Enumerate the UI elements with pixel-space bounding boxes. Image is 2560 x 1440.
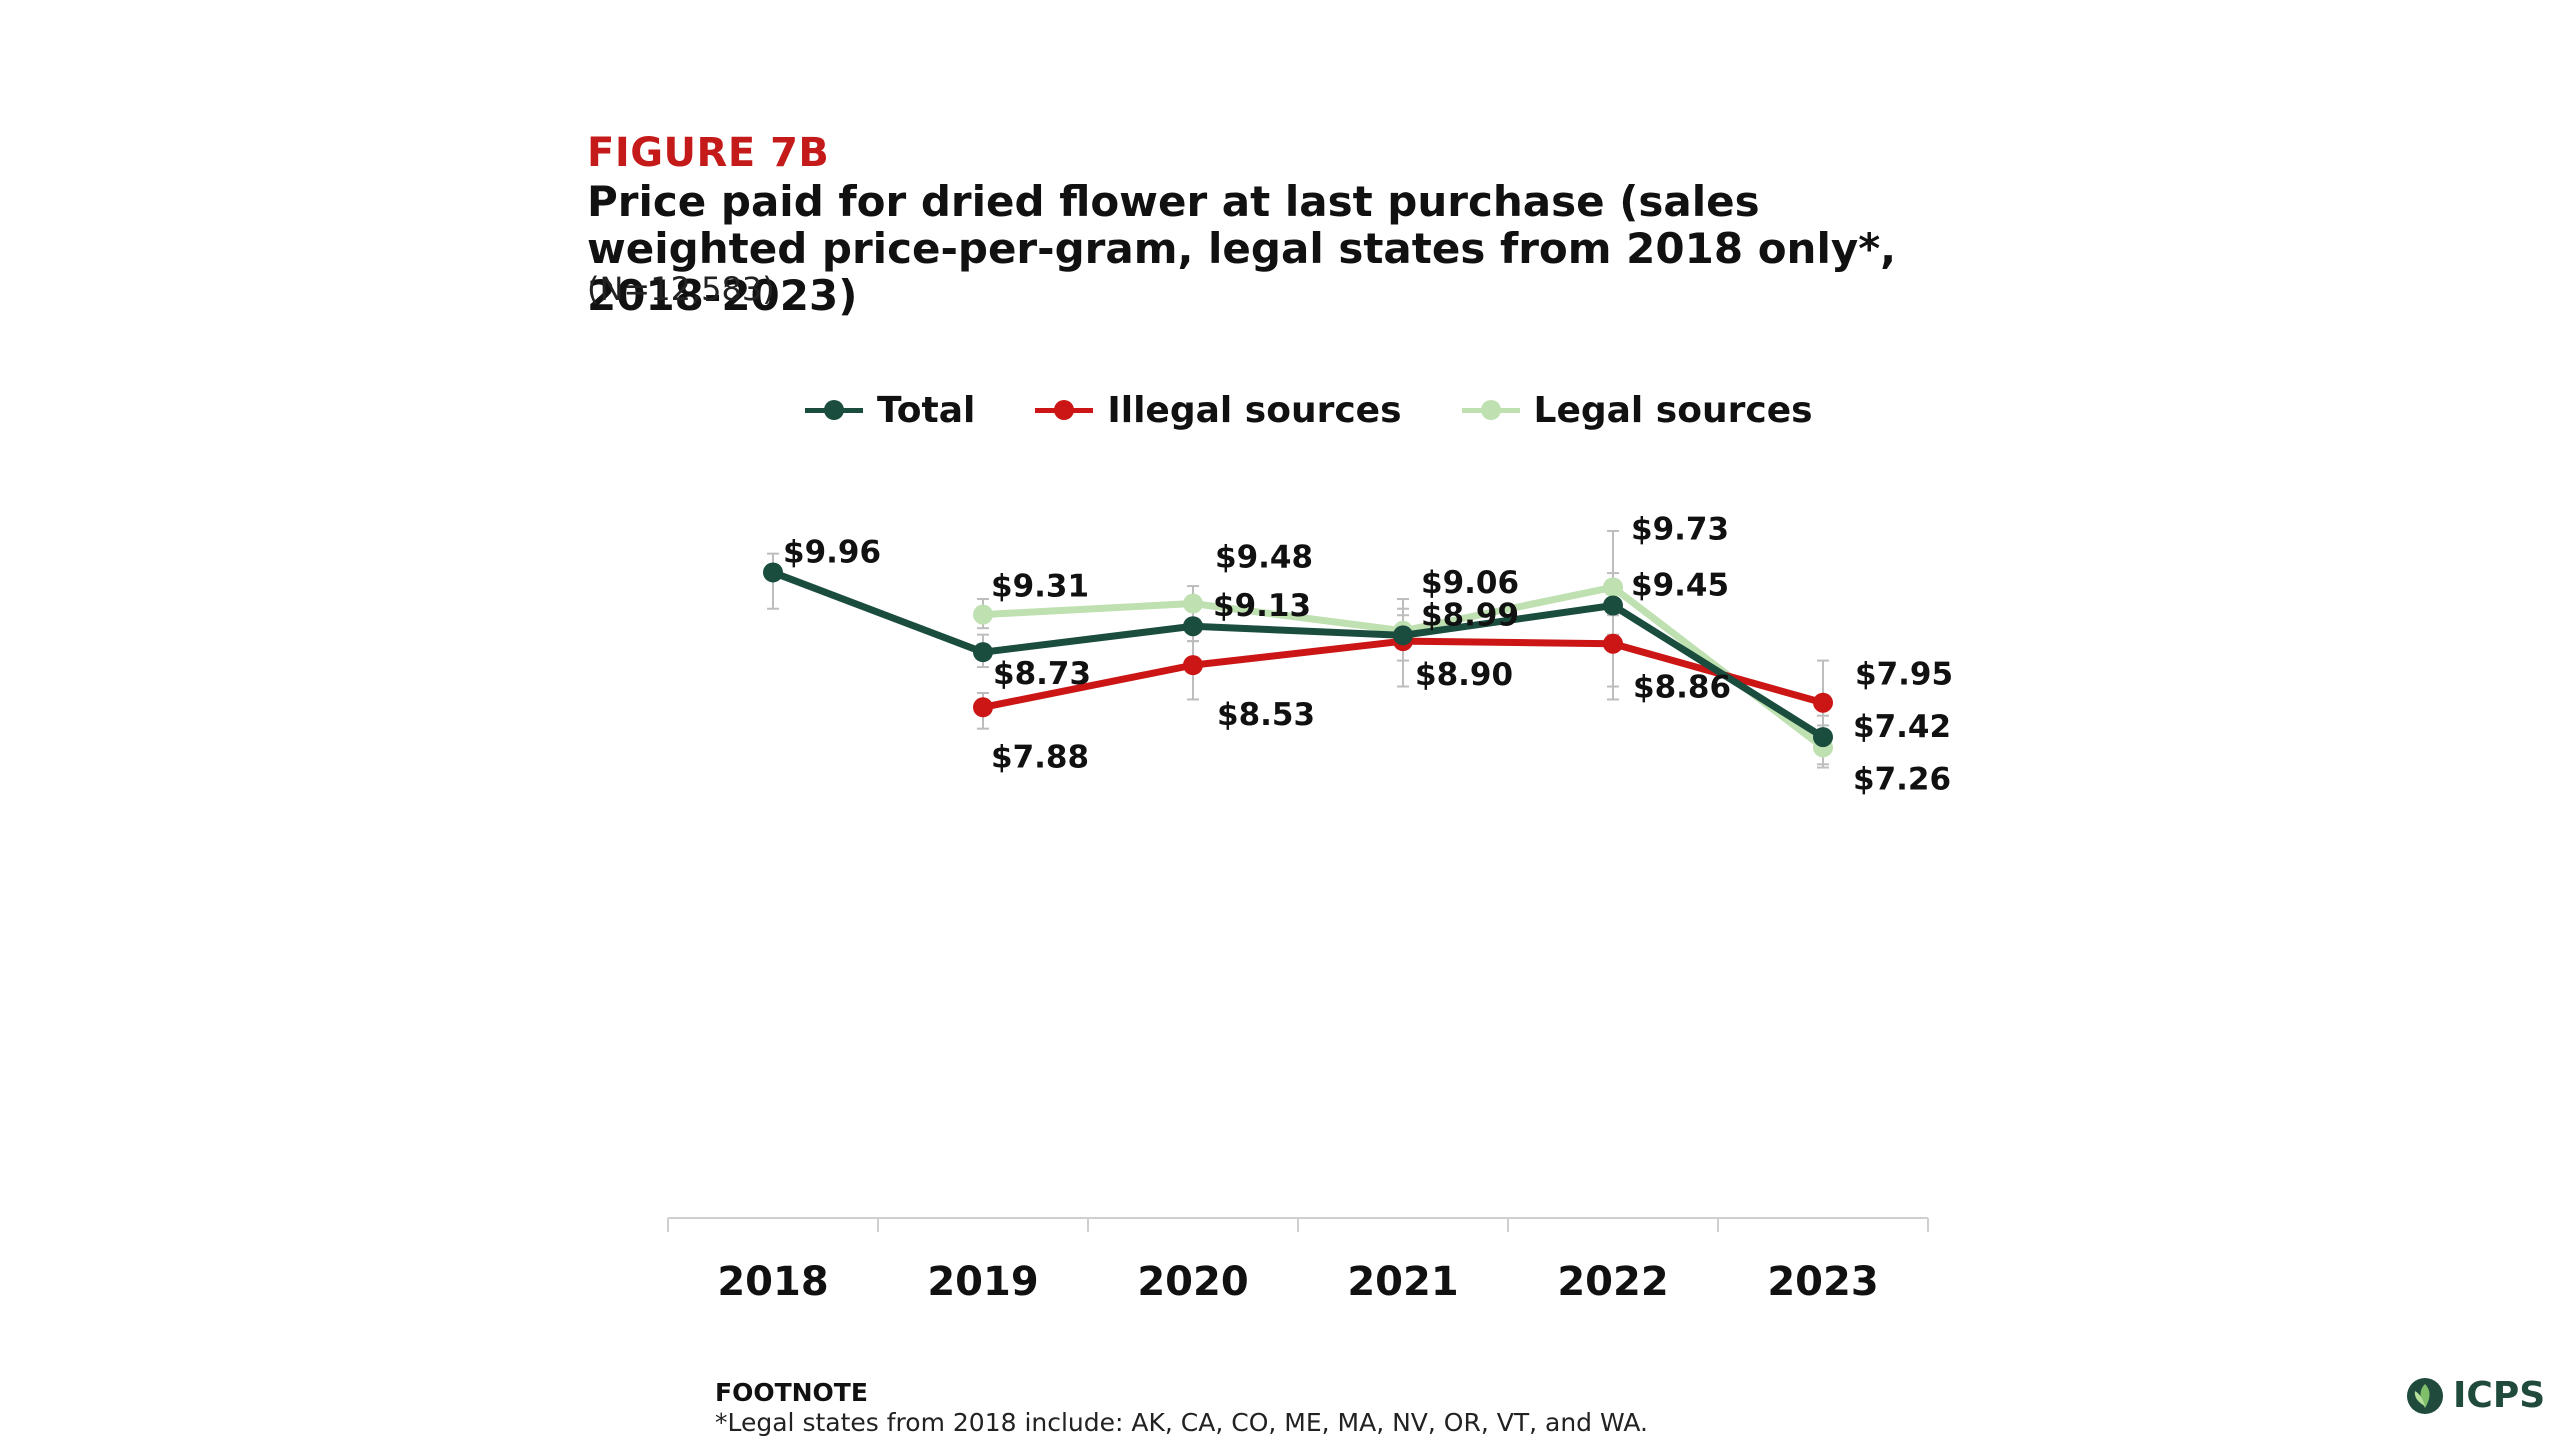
x-tick-label: 2018: [717, 1259, 828, 1305]
x-tick-label: 2020: [1137, 1259, 1248, 1305]
legend-item-total: Total: [805, 390, 975, 431]
data-point-legal: [973, 604, 993, 625]
legend-label-total: Total: [877, 389, 976, 431]
data-label-total: $8.73: [993, 656, 1091, 692]
logo-text: ICPS: [2453, 1375, 2546, 1416]
data-point-total: [1813, 727, 1833, 748]
legend-swatch-total: [805, 400, 863, 420]
icps-logo: ICPS: [2405, 1375, 2545, 1416]
series-line-total: [769, 568, 1827, 741]
legend-item-legal: Legal sources: [1461, 389, 1813, 431]
x-tick-label: 2019: [927, 1259, 1038, 1305]
x-tick-label: 2023: [1767, 1259, 1878, 1305]
chart-subtitle: (N=12,583): [587, 270, 775, 308]
footnote-heading: FOOTNOTE: [715, 1378, 868, 1407]
leaf-icon: [2407, 1377, 2443, 1414]
data-label-illegal: $8.53: [1217, 697, 1315, 733]
data-label-total: $9.13: [1213, 588, 1311, 624]
data-point-total: [973, 642, 993, 663]
data-label-legal: $9.06: [1421, 565, 1519, 601]
data-label-total: $8.99: [1421, 597, 1519, 633]
data-label-legal: $9.31: [991, 569, 1089, 605]
legend-swatch-legal: [1461, 400, 1520, 420]
x-tick-label: 2021: [1347, 1259, 1458, 1305]
data-point-illegal: [1183, 655, 1203, 676]
data-label-total: $9.96: [783, 534, 881, 570]
data-label-total: $7.42: [1853, 709, 1951, 745]
data-label-illegal: $7.95: [1855, 657, 1953, 693]
data-point-total: [763, 562, 783, 583]
data-point-illegal: [1813, 692, 1833, 713]
data-point-total: [1183, 616, 1203, 637]
chart-legend: Total Illegal sources Legal sources: [805, 385, 1813, 435]
legend-label-legal: Legal sources: [1533, 389, 1813, 431]
chart-title: Price paid for dried flower at last purc…: [587, 177, 1897, 320]
figure-label: FIGURE 7B: [587, 130, 830, 176]
data-label-legal: $9.48: [1215, 540, 1313, 576]
data-label-legal: $9.73: [1631, 511, 1729, 547]
data-label-legal: $7.26: [1853, 761, 1951, 797]
data-label-illegal: $8.90: [1415, 657, 1513, 693]
data-label-illegal: $8.86: [1633, 670, 1731, 706]
footnote-text: *Legal states from 2018 include: AK, CA,…: [715, 1408, 1648, 1437]
data-point-total: [1393, 625, 1413, 646]
legend-label-illegal: Illegal sources: [1107, 389, 1402, 431]
legend-swatch-illegal: [1035, 400, 1094, 420]
data-point-legal: [1603, 577, 1623, 598]
data-point-illegal: [1603, 633, 1623, 654]
legend-item-illegal: Illegal sources: [1035, 389, 1402, 431]
data-label-total: $9.45: [1631, 568, 1729, 604]
x-tick-label: 2022: [1557, 1259, 1668, 1305]
data-point-total: [1603, 595, 1623, 616]
data-point-illegal: [973, 697, 993, 718]
data-label-illegal: $7.88: [991, 739, 1089, 775]
data-point-legal: [1183, 593, 1203, 614]
